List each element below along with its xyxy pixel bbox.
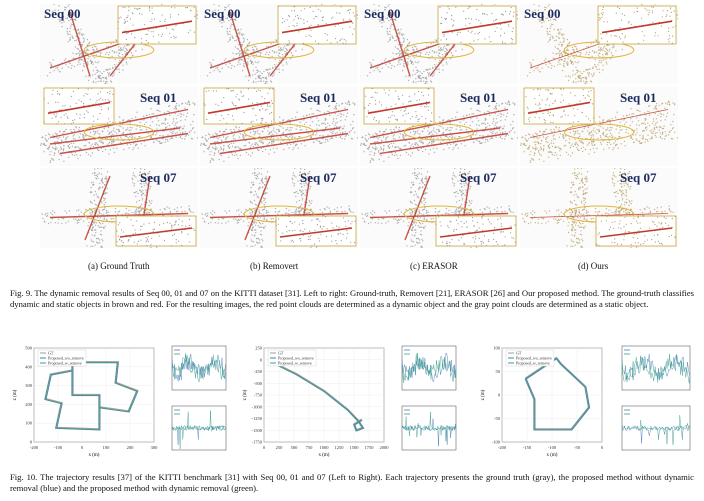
seq-label: Seq 07 <box>620 170 657 185</box>
map-panel <box>40 4 198 84</box>
y-axis-label: z (m) <box>243 389 248 400</box>
legend-entry: GT <box>516 351 522 356</box>
x-tick-label: 2000 <box>380 445 390 450</box>
legend-entry: Proposed_w_remove <box>48 361 82 366</box>
trajectory-plot: 0 250 500 750 1000 1250 1500 1750 2000 250 0 -250 -5… <box>243 346 390 459</box>
x-tick-label: 1750 <box>365 445 375 450</box>
x-tick-label: 200 <box>127 445 135 450</box>
y-tick-label: 300 <box>25 383 33 388</box>
legend-entry: GT <box>48 351 54 356</box>
y-tick-label: 200 <box>25 402 33 407</box>
map-panel <box>520 86 678 166</box>
y-tick-label: 0 <box>498 393 501 398</box>
legend-entry: Proposed_w_remove <box>516 361 550 366</box>
x-tick-label: 500 <box>291 445 299 450</box>
x-tick-label: 1250 <box>335 445 345 450</box>
x-tick-label: -100 <box>54 445 63 450</box>
gt-trajectory <box>44 361 139 431</box>
error-subplot <box>401 345 457 391</box>
y-tick-label: 100 <box>493 346 501 351</box>
map-panel <box>200 4 358 84</box>
x-tick-label: -100 <box>548 445 557 450</box>
seq-label: Seq 01 <box>300 90 337 105</box>
y-tick-label: 500 <box>25 346 33 351</box>
x-tick-label: -200 <box>30 445 39 450</box>
error-subplot <box>401 405 457 451</box>
map-panel <box>200 168 358 248</box>
x-axis-label: x (m) <box>89 453 100 458</box>
legend-entry: Proposed_w_remove <box>278 361 312 366</box>
seq-label: Seq 01 <box>620 90 657 105</box>
seq-label: Seq 01 <box>460 90 497 105</box>
error-subplot <box>171 345 227 391</box>
x-tick-label: 0 <box>601 445 604 450</box>
map-panel <box>360 4 518 84</box>
x-tick-label: 0 <box>263 445 266 450</box>
legend-entry: Proposed_wo_remove <box>278 356 314 361</box>
x-axis-label: x (m) <box>547 453 558 458</box>
x-tick-label: 750 <box>306 445 314 450</box>
y-tick-label: 250 <box>255 346 263 351</box>
y-axis-label: z (m) <box>13 389 18 400</box>
figure-9-caption: Fig. 9. The dynamic removal results of S… <box>10 288 694 309</box>
figure-10-caption: Fig. 10. The trajectory results [37] of … <box>10 472 694 493</box>
trajectory-plot: -200 -100 0 100 200 300 500 400 300 200 100 0 x (m) z… <box>13 346 159 459</box>
map-panel <box>40 86 198 166</box>
y-tick-label: -250 <box>254 369 263 374</box>
column-label-ours: (d) Ours <box>578 261 609 271</box>
y-tick-label: 0 <box>30 440 33 445</box>
x-tick-label: 300 <box>151 445 159 450</box>
seq-label: Seq 00 <box>44 6 81 21</box>
error-subplot <box>621 405 691 451</box>
x-tick-label: 250 <box>276 445 284 450</box>
y-axis-label: z (m) <box>481 389 486 400</box>
column-label-erasor: (c) ERASOR <box>410 261 458 271</box>
error-subplot <box>171 405 227 451</box>
y-tick-label: 0 <box>260 357 263 362</box>
map-panel <box>200 86 358 166</box>
seq-label: Seq 00 <box>204 6 241 21</box>
map-panel <box>360 86 518 166</box>
x-tick-label: 1500 <box>350 445 360 450</box>
column-label-ground-truth: (a) Ground Truth <box>88 261 150 271</box>
x-tick-label: 0 <box>81 445 84 450</box>
y-tick-label: -1000 <box>252 404 263 409</box>
y-tick-label: -750 <box>254 393 263 398</box>
legend-entry: Proposed_wo_remove <box>48 356 84 361</box>
y-tick-label: -500 <box>254 381 263 386</box>
x-tick-label: -200 <box>498 445 507 450</box>
seq-label: Seq 07 <box>460 170 497 185</box>
seq-label: Seq 00 <box>524 6 561 21</box>
x-tick-label: -50 <box>574 445 581 450</box>
trajectory-plot: -200 -150 -100 -50 0 100 50 0 -50 -100 x (m) z (m) G… <box>481 346 604 459</box>
y-tick-label: 400 <box>25 364 33 369</box>
w-remove-trajectory <box>271 362 363 432</box>
x-tick-label: 100 <box>103 445 111 450</box>
seq-label: Seq 07 <box>300 170 337 185</box>
x-tick-label: 1000 <box>320 445 330 450</box>
legend-entry: GT <box>278 351 284 356</box>
map-panel <box>520 168 678 248</box>
map-panel <box>40 168 198 248</box>
seq-label: Seq 01 <box>140 90 177 105</box>
y-tick-label: -1500 <box>252 428 263 433</box>
map-panel <box>360 168 518 248</box>
seq-label: Seq 07 <box>140 170 177 185</box>
map-panel <box>520 4 678 84</box>
y-tick-label: -1250 <box>252 416 263 421</box>
y-tick-label: -50 <box>494 416 501 421</box>
w-remove-trajectory <box>44 362 138 431</box>
wo-remove-trajectory <box>525 358 590 431</box>
error-subplot <box>621 345 691 391</box>
x-tick-label: -150 <box>523 445 532 450</box>
x-axis-label: x (m) <box>319 453 330 458</box>
seq-label: Seq 00 <box>364 6 401 21</box>
y-tick-label: -1750 <box>252 440 263 445</box>
y-tick-label: -100 <box>492 440 501 445</box>
y-tick-label: 100 <box>25 421 33 426</box>
legend-entry: Proposed_wo_remove <box>516 356 552 361</box>
w-remove-trajectory <box>524 357 589 431</box>
column-label-removert: (b) Removert <box>250 261 299 271</box>
y-tick-label: 50 <box>496 369 501 374</box>
